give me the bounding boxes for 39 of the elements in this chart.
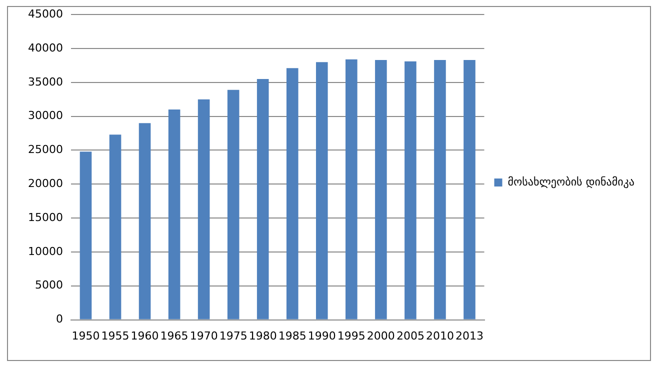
x-tick-label: 2010 [426, 329, 454, 342]
y-tick-label: 0 [56, 312, 63, 326]
y-tick-label: 20000 [28, 177, 63, 190]
y-tick-label: 15000 [28, 210, 63, 224]
y-tick-label: 35000 [28, 75, 63, 88]
x-tick-label: 1995 [337, 329, 366, 342]
bar [404, 61, 416, 320]
bar [109, 134, 122, 320]
y-tick-label: 10000 [28, 244, 63, 258]
bar [227, 90, 240, 320]
x-tick-label: 2005 [396, 329, 424, 342]
y-tick-label: 5000 [34, 278, 63, 292]
bar [464, 60, 476, 320]
x-tick-label: 1985 [278, 329, 306, 342]
bar [434, 60, 446, 320]
bar [138, 123, 151, 320]
y-tick-label: 40000 [28, 41, 63, 54]
x-tick-label: 1970 [190, 329, 218, 342]
bar [316, 62, 328, 320]
x-tick-label: 1980 [248, 329, 277, 342]
bar [375, 60, 387, 320]
bar [346, 59, 358, 320]
legend-label: მოსახლეობის დინამიკა [508, 175, 635, 188]
bar [286, 68, 298, 320]
x-tick-label: 1960 [130, 329, 159, 342]
x-tick-label: 1950 [72, 329, 100, 342]
y-tick-label: 30000 [28, 109, 63, 122]
y-tick-label: 45000 [28, 7, 63, 20]
x-tick-label: 1990 [308, 329, 336, 342]
bar [80, 152, 92, 320]
x-tick-label: 1965 [160, 329, 188, 342]
y-tick-label: 25000 [28, 143, 63, 156]
bar [198, 99, 210, 320]
x-tick-label: 2000 [366, 329, 395, 342]
x-tick-label: 2013 [455, 329, 484, 342]
bar [168, 110, 180, 320]
x-tick-label: 1955 [101, 329, 130, 342]
x-tick-label: 1975 [219, 329, 248, 342]
bar [256, 79, 269, 320]
